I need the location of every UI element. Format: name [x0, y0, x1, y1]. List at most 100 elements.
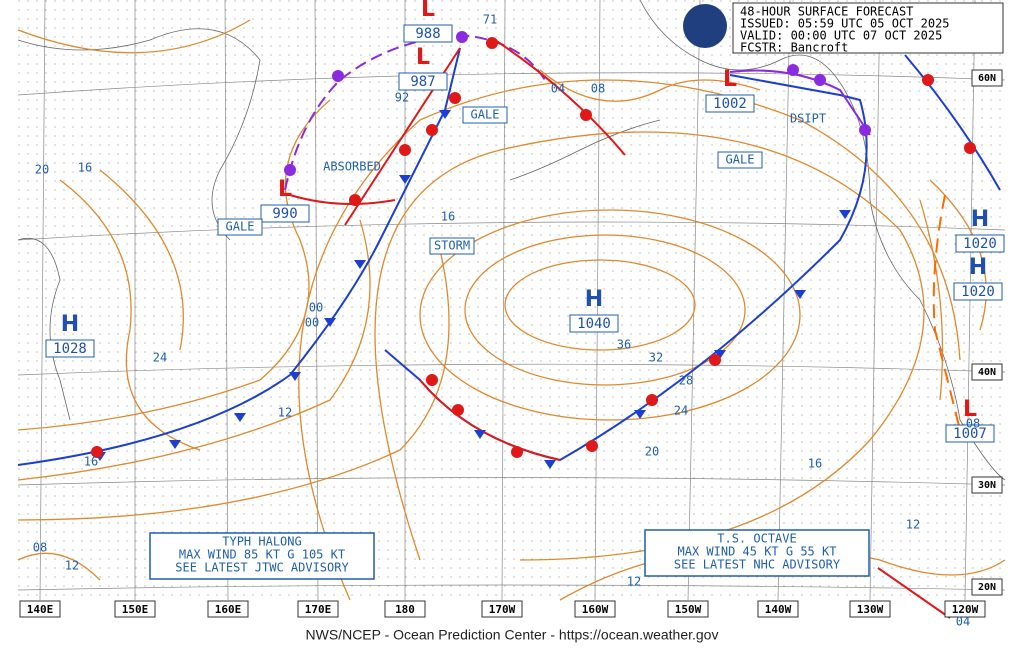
warm-front-bump [486, 37, 498, 49]
warm-front-bump [580, 109, 592, 121]
low-symbol: L [723, 67, 737, 92]
lon-label: 140W [765, 603, 792, 616]
lon-label-box [384, 600, 426, 618]
warm-front-bump [922, 74, 934, 86]
cold-front-triangle [839, 210, 851, 219]
lon-label: 160E [215, 603, 242, 616]
lon-label-box [667, 600, 709, 618]
front-symbols [91, 31, 976, 469]
fronts [17, 33, 1001, 619]
lon-label-box [481, 600, 523, 618]
lon-label-box [297, 600, 339, 618]
isobar-label: 12 [906, 518, 920, 532]
low-symbol: L [963, 397, 977, 422]
pressure-box [403, 24, 453, 43]
isobar-label: 16 [808, 457, 822, 471]
pressure-value: 990 [272, 206, 297, 222]
advisory-line: SEE LATEST NHC ADVISORY [674, 558, 841, 572]
advisory-line: T.S. OCTAVE [717, 532, 796, 546]
isobar-label: 08 [33, 541, 47, 555]
advisory-line: SEE LATEST JTWC ADVISORY [175, 561, 349, 575]
lat-label-box [971, 476, 1003, 494]
pressure-value: 1028 [53, 341, 87, 357]
warning-box [429, 237, 475, 255]
warm-front-bump [426, 374, 438, 386]
advisory-line: MAX WIND 45 KT G 55 KT [678, 545, 837, 559]
lon-label: 140E [27, 603, 54, 616]
warm-front-bump [964, 142, 976, 154]
low-symbol: L [416, 45, 430, 70]
lon-label: 130W [857, 603, 884, 616]
pressure-box [398, 72, 448, 91]
isobar-label: 08 [591, 82, 605, 96]
header-issued: ISSUED: 05:59 UTC 05 OCT 2025 [740, 17, 950, 31]
lat-label-box [971, 69, 1003, 87]
isobar-label: 24 [674, 404, 688, 418]
cold-front-triangle [289, 372, 301, 381]
lon-label-box [849, 600, 891, 618]
header-title: 48-HOUR SURFACE FORECAST [740, 5, 913, 19]
high-symbol: H [971, 207, 989, 232]
map-note: DSIPT [790, 112, 826, 126]
lat-label: 40N [978, 367, 996, 378]
cold-front-triangle [794, 290, 806, 299]
lat-label-box [971, 363, 1003, 381]
cold-front-triangle [324, 318, 336, 327]
lon-label-box [19, 600, 61, 618]
warm-front-bump [349, 194, 361, 206]
isobar-label: 12 [278, 406, 292, 420]
occluded-front-symbol [787, 64, 799, 76]
pressure-value: 1040 [577, 316, 611, 332]
header-forecaster: FCSTR: Bancroft [740, 41, 848, 55]
isobar-label: 08 [966, 417, 980, 431]
isobar-label: 92 [395, 91, 409, 105]
pressure-box [260, 204, 310, 223]
pressure-box [45, 339, 95, 358]
isobar-label: 12 [65, 559, 79, 573]
cold-front-triangle [169, 440, 181, 449]
lon-label-box [574, 600, 616, 618]
advisory-line: MAX WIND 85 KT G 105 KT [179, 548, 345, 562]
map-note: 71 [483, 13, 497, 27]
lon-label-box [114, 600, 156, 618]
isobar-label: 36 [617, 338, 631, 352]
cold-front-triangle [474, 430, 486, 439]
lat-label: 30N [978, 480, 996, 491]
lon-label-box [944, 600, 986, 618]
high-symbol: H [585, 287, 603, 312]
lon-label: 150W [675, 603, 702, 616]
occluded-front-symbol [859, 124, 871, 136]
lon-label: 120W [952, 603, 979, 616]
cold-front-triangle [399, 175, 411, 184]
cold-front-triangle [544, 460, 556, 469]
high-symbol: H [61, 312, 79, 337]
pressure-value: 1007 [953, 426, 987, 442]
noaa-logo [683, 4, 727, 48]
isobar-label: 00 [305, 316, 319, 330]
isobar-label: 12 [627, 575, 641, 589]
map-note: ABSORBED [323, 160, 381, 174]
occluded-front-symbol [814, 74, 826, 86]
occluded-front-symbol [332, 70, 344, 82]
isobar-label: 04 [956, 615, 970, 629]
high-symbol: H [969, 255, 987, 280]
low-symbol: L [421, 0, 435, 22]
warning-box [462, 106, 508, 124]
isobar-label: 20 [645, 445, 659, 459]
lon-label: 160W [582, 603, 609, 616]
pressure-value: 1020 [963, 236, 997, 252]
advisory-box [644, 529, 870, 577]
warning-label: STORM [434, 239, 470, 253]
pressure-value: 987 [410, 74, 435, 90]
isobar-label: 28 [679, 374, 693, 388]
pressure-box [569, 314, 619, 333]
footer: NWS/NCEP - Ocean Prediction Center - htt… [306, 627, 719, 643]
isobar-label: 32 [649, 351, 663, 365]
pressure-box [705, 94, 755, 113]
pressure-value: 988 [415, 26, 440, 42]
pressure-box [953, 282, 1003, 301]
pressure-value: 1020 [961, 284, 995, 300]
isobar-label: 16 [441, 210, 455, 224]
pressure-box [945, 424, 995, 443]
